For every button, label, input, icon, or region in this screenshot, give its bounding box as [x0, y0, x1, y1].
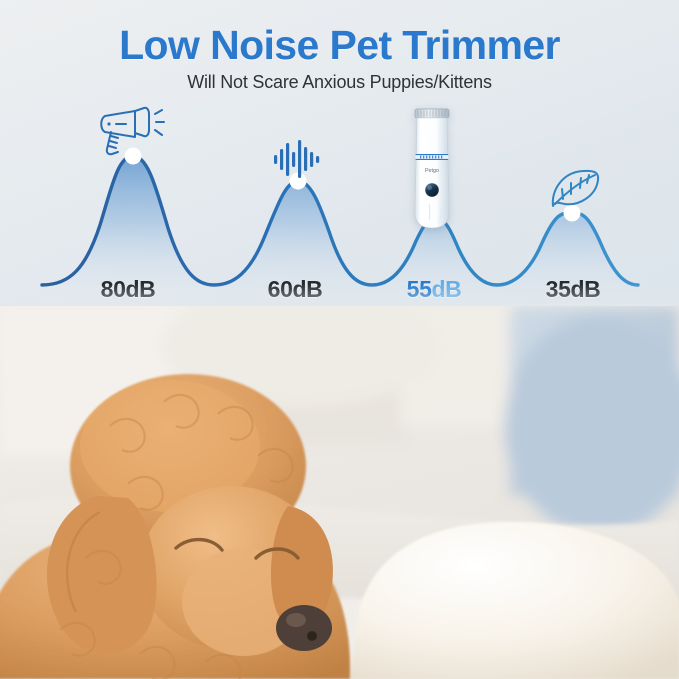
- db-value-35: 35: [545, 276, 571, 302]
- wave-svg: [40, 147, 640, 300]
- db-unit-60: dB: [292, 276, 323, 302]
- pet-photo: [0, 306, 679, 679]
- db-unit-80: dB: [125, 276, 156, 302]
- db-value-55: 55: [406, 276, 432, 302]
- db-label-60: 60dB: [240, 276, 350, 303]
- dog-ear-right: [270, 506, 333, 630]
- db-unit-35: dB: [570, 276, 601, 302]
- dog-nose: [276, 605, 332, 651]
- hairdryer-icon: [100, 106, 165, 156]
- soundwave-icon: [274, 140, 320, 178]
- peak-marker-35db: [563, 204, 581, 222]
- db-value-80: 80: [100, 276, 126, 302]
- peak-marker-60db: [289, 172, 307, 190]
- db-value-60: 60: [267, 276, 293, 302]
- dog-ear-left: [46, 496, 157, 654]
- dog-fur-texture: [59, 393, 294, 679]
- pet-trimmer-product: Petgo: [414, 108, 450, 229]
- db-unit-55: dB: [431, 276, 462, 302]
- db-label-55: 55dB: [379, 276, 489, 303]
- pet-photo-illustration: [0, 306, 679, 679]
- cat: [350, 521, 679, 679]
- noise-wave-chart: [0, 0, 679, 320]
- cat-body: [350, 521, 679, 679]
- db-label-80: 80dB: [73, 276, 183, 303]
- page-title: Low Noise Pet Trimmer: [119, 22, 560, 68]
- peak-marker-80db: [124, 147, 142, 165]
- dog-eye-right: [254, 547, 300, 560]
- leaf-icon: [551, 169, 600, 207]
- db-label-35: 35dB: [518, 276, 628, 303]
- wave-line: [40, 154, 640, 287]
- dog-eye-left: [174, 537, 224, 552]
- product-brand-label: Petgo: [425, 168, 439, 174]
- dog: [0, 374, 351, 679]
- page-subtitle: Will Not Scare Anxious Puppies/Kittens: [187, 72, 492, 92]
- infographic-panel: Low Noise Pet Trimmer Will Not Scare Anx…: [0, 0, 679, 320]
